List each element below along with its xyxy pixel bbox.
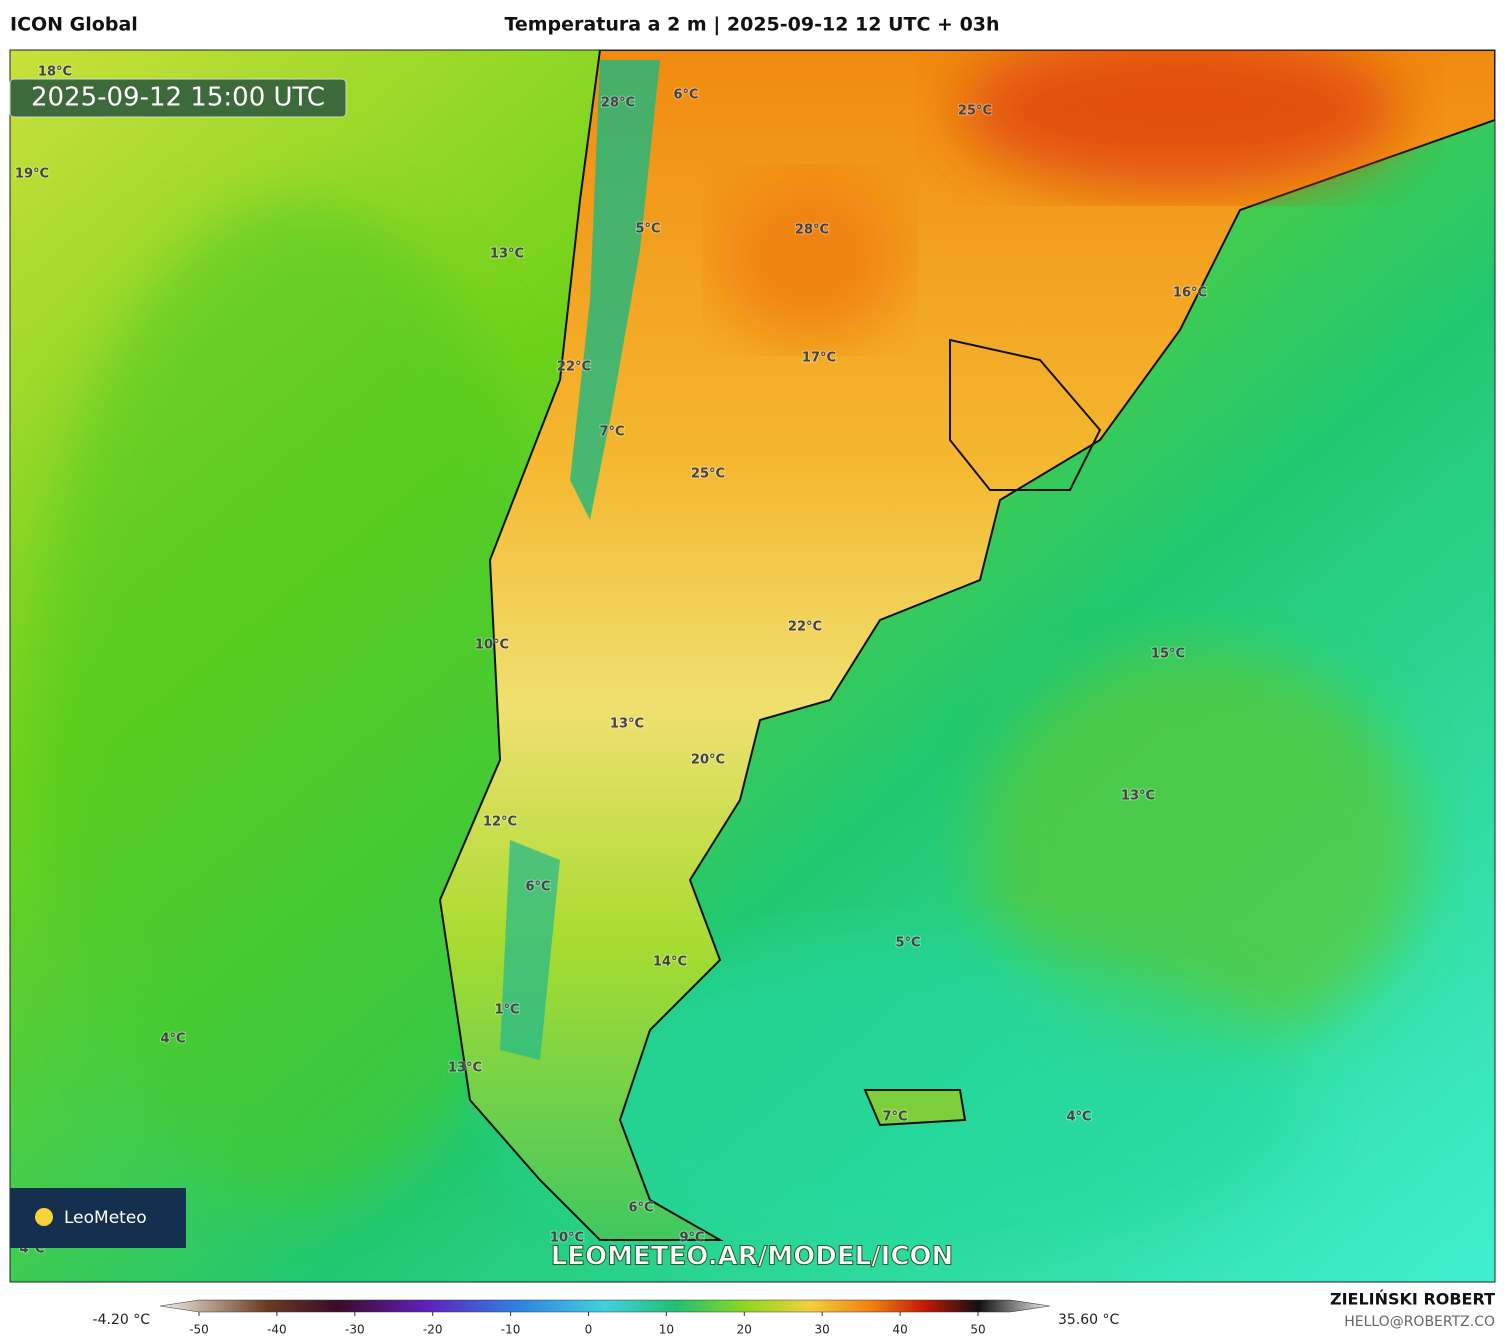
temp-label: 25°C <box>691 467 725 482</box>
temp-label: 10°C <box>550 1231 584 1246</box>
temp-label: 6°C <box>673 88 698 103</box>
model-name: ICON Global <box>10 14 138 36</box>
temp-label: 4°C <box>160 1032 185 1047</box>
temp-label: 10°C <box>475 638 509 653</box>
temp-label: 17°C <box>802 351 836 366</box>
temp-label: 16°C <box>1173 286 1207 301</box>
map <box>10 50 1495 1282</box>
temp-label: 13°C <box>490 247 524 262</box>
temp-label: 9°C <box>679 1231 704 1246</box>
colorbar-max: 35.60 °C <box>1058 1312 1120 1328</box>
temp-label: 19°C <box>15 167 49 182</box>
map-title: Temperatura a 2 m | 2025-09-12 12 UTC + … <box>504 14 999 36</box>
colorbar-tick-label: -30 <box>345 1323 365 1337</box>
temp-label: 14°C <box>653 955 687 970</box>
colorbar-tick-label: -20 <box>423 1323 443 1337</box>
temp-label: 5°C <box>635 222 660 237</box>
temp-label: 20°C <box>691 753 725 768</box>
temp-label: 18°C <box>38 65 72 80</box>
logo-text: LeoMeteo <box>64 1208 147 1228</box>
temp-label: 15°C <box>1151 647 1185 662</box>
temp-label: 13°C <box>1121 789 1155 804</box>
timestamp-box <box>9 78 347 118</box>
colorbar-tick-label: 0 <box>585 1323 593 1337</box>
colorbar-tick-label: 10 <box>659 1323 674 1337</box>
colorbar-tick-label: 40 <box>892 1323 907 1337</box>
temp-label: 28°C <box>601 96 635 111</box>
temp-label: 13°C <box>610 717 644 732</box>
colorbar-tick-label: 30 <box>815 1323 830 1337</box>
colorbar-tick-label: -40 <box>267 1323 287 1337</box>
temp-label: 25°C <box>958 104 992 119</box>
temp-label: 6°C <box>628 1201 653 1216</box>
watermark: LEOMETEO.AR/MODEL/ICON <box>551 1242 954 1272</box>
colorbar-tick-label: -50 <box>189 1323 209 1337</box>
temp-label: 4°C <box>1066 1110 1091 1125</box>
timestamp: 2025-09-12 15:00 UTC <box>31 83 325 113</box>
temp-label: 1°C <box>494 1003 519 1018</box>
temp-label: 5°C <box>895 936 920 951</box>
colorbar-tick-label: -10 <box>501 1323 521 1337</box>
temp-label: 28°C <box>795 223 829 238</box>
temp-label: 7°C <box>599 425 624 440</box>
temperature-labels: 18°C 19°C 28°C 6°C 25°C 28°C 5°C 13°C 16… <box>14 64 1208 1258</box>
colorbar-tick-label: 50 <box>970 1323 985 1337</box>
temp-label: 13°C <box>448 1061 482 1076</box>
colorbar-tick-label: 20 <box>737 1323 752 1337</box>
credit-author: ZIELIŃSKI ROBERT <box>1330 1290 1495 1309</box>
temp-label: 22°C <box>788 620 822 635</box>
temp-label: 7°C <box>882 1110 907 1125</box>
temp-label: 12°C <box>483 815 517 830</box>
logo-sun <box>35 1208 53 1226</box>
credit-contact: HELLO@ROBERTZ.CO <box>1344 1314 1495 1330</box>
colorbar-min: -4.20 °C <box>93 1312 151 1328</box>
temp-label: 22°C <box>557 360 591 375</box>
temp-label: 6°C <box>525 880 550 895</box>
colorbar <box>159 1299 1051 1313</box>
